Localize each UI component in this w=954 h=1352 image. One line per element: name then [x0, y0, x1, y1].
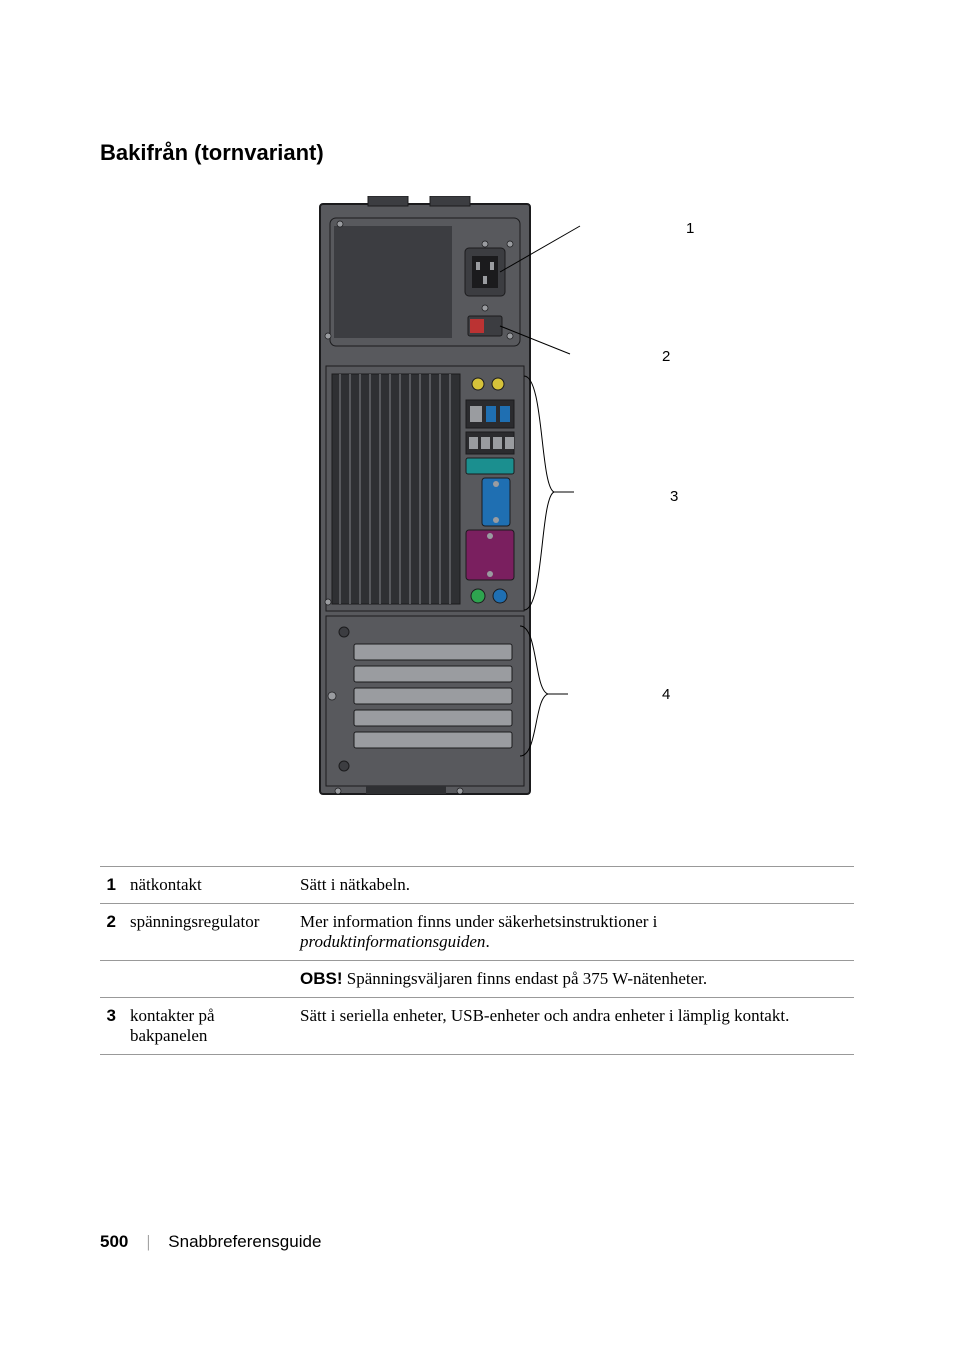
- row-number: 3: [100, 998, 130, 1055]
- row-term: spänningsregulator: [130, 904, 300, 961]
- row-desc: Mer information finns under säkerhetsins…: [300, 904, 854, 961]
- row-number: 2: [100, 904, 130, 961]
- row-desc: Sätt i nätkabeln.: [300, 867, 854, 904]
- callout-1: 1: [686, 220, 694, 237]
- row-desc: Sätt i seriella enheter, USB-enheter och…: [300, 998, 854, 1055]
- rear-view-diagram: 1 2 3 4: [100, 196, 854, 816]
- callout-2: 2: [662, 348, 670, 365]
- table-row: 1 nätkontakt Sätt i nätkabeln.: [100, 867, 854, 904]
- section-heading: Bakifrån (tornvariant): [100, 140, 854, 166]
- table-row: 2 spänningsregulator Mer information fin…: [100, 904, 854, 961]
- doc-title: Snabbreferensguide: [168, 1232, 321, 1251]
- callout-3: 3: [670, 488, 678, 505]
- obs-body: Spänningsväljaren finns endast på 375 W-…: [343, 969, 708, 988]
- desc-italic: produktinformationsguiden: [300, 932, 485, 951]
- legend-table: 1 nätkontakt Sätt i nätkabeln. 2 spännin…: [100, 866, 854, 1055]
- table-row-obs: OBS! Spänningsväljaren finns endast på 3…: [100, 961, 854, 998]
- row-term: nätkontakt: [130, 867, 300, 904]
- tower-rear-svg: [310, 196, 590, 806]
- obs-text: OBS! Spänningsväljaren finns endast på 3…: [300, 961, 854, 998]
- table-row: 3 kontakter på bakpanelen Sätt i seriell…: [100, 998, 854, 1055]
- page-footer: 500 | Snabbreferensguide: [100, 1232, 321, 1252]
- row-term: kontakter på bakpanelen: [130, 998, 300, 1055]
- callout-4: 4: [662, 686, 670, 703]
- obs-label: OBS!: [300, 969, 343, 988]
- desc-pre: Mer information finns under säkerhetsins…: [300, 912, 657, 931]
- footer-separator: |: [147, 1232, 150, 1251]
- page-number: 500: [100, 1232, 128, 1251]
- desc-post: .: [485, 932, 489, 951]
- row-number: 1: [100, 867, 130, 904]
